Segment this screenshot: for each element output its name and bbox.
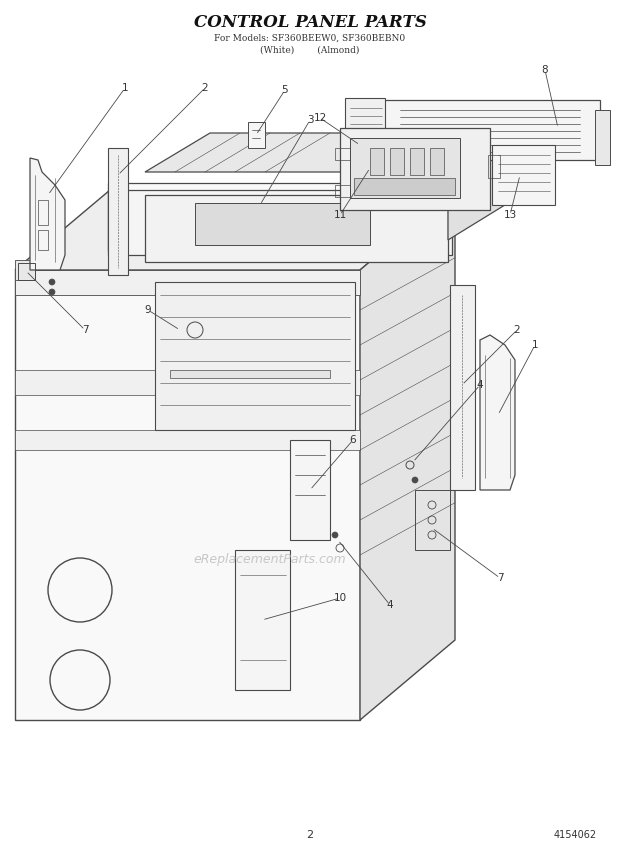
- Polygon shape: [448, 133, 513, 240]
- Text: 1: 1: [122, 83, 128, 93]
- Polygon shape: [480, 335, 515, 490]
- Text: 12: 12: [313, 113, 327, 123]
- Text: CONTROL PANEL PARTS: CONTROL PANEL PARTS: [193, 14, 427, 31]
- Circle shape: [49, 289, 55, 295]
- Text: 7: 7: [82, 325, 88, 335]
- Polygon shape: [380, 100, 600, 160]
- Text: 10: 10: [334, 593, 347, 603]
- Polygon shape: [195, 203, 370, 245]
- Polygon shape: [15, 260, 35, 280]
- Text: 6: 6: [350, 435, 356, 445]
- Polygon shape: [290, 440, 330, 540]
- Polygon shape: [15, 270, 360, 295]
- Polygon shape: [145, 195, 448, 262]
- Text: For Models: SF360BEEW0, SF360BEBN0: For Models: SF360BEEW0, SF360BEBN0: [215, 33, 405, 43]
- Polygon shape: [390, 148, 404, 175]
- Text: eReplacementParts.com: eReplacementParts.com: [193, 554, 347, 567]
- Polygon shape: [235, 550, 290, 690]
- Polygon shape: [155, 282, 355, 430]
- Polygon shape: [370, 148, 384, 175]
- Polygon shape: [248, 122, 265, 148]
- Polygon shape: [145, 133, 513, 172]
- Polygon shape: [350, 138, 460, 198]
- Text: 4: 4: [477, 380, 484, 390]
- Text: 4154062: 4154062: [554, 830, 596, 840]
- Polygon shape: [492, 145, 555, 205]
- Polygon shape: [170, 370, 330, 378]
- Polygon shape: [30, 158, 65, 270]
- Text: 11: 11: [334, 210, 347, 220]
- Polygon shape: [430, 148, 444, 175]
- Text: 4: 4: [387, 600, 393, 610]
- Text: 2: 2: [202, 83, 208, 93]
- Polygon shape: [354, 178, 455, 195]
- Polygon shape: [108, 183, 450, 250]
- Text: 3: 3: [307, 115, 313, 125]
- Polygon shape: [15, 430, 360, 450]
- Polygon shape: [360, 190, 455, 720]
- Polygon shape: [108, 148, 128, 275]
- Polygon shape: [450, 285, 475, 490]
- Text: 2: 2: [514, 325, 520, 335]
- Polygon shape: [108, 190, 452, 255]
- Text: 2: 2: [306, 830, 314, 840]
- Circle shape: [332, 532, 338, 538]
- Polygon shape: [15, 270, 360, 720]
- Text: 8: 8: [542, 65, 548, 75]
- Polygon shape: [345, 98, 385, 148]
- Text: (White)        (Almond): (White) (Almond): [260, 45, 360, 55]
- Polygon shape: [410, 148, 424, 175]
- Polygon shape: [15, 370, 360, 395]
- Polygon shape: [15, 190, 455, 270]
- Circle shape: [412, 477, 418, 483]
- Circle shape: [49, 279, 55, 285]
- Text: 13: 13: [503, 210, 516, 220]
- Polygon shape: [340, 128, 490, 210]
- Text: 5: 5: [281, 85, 288, 95]
- Text: 7: 7: [497, 573, 503, 583]
- Text: 9: 9: [144, 305, 151, 315]
- Text: 1: 1: [532, 340, 538, 350]
- Polygon shape: [595, 110, 610, 165]
